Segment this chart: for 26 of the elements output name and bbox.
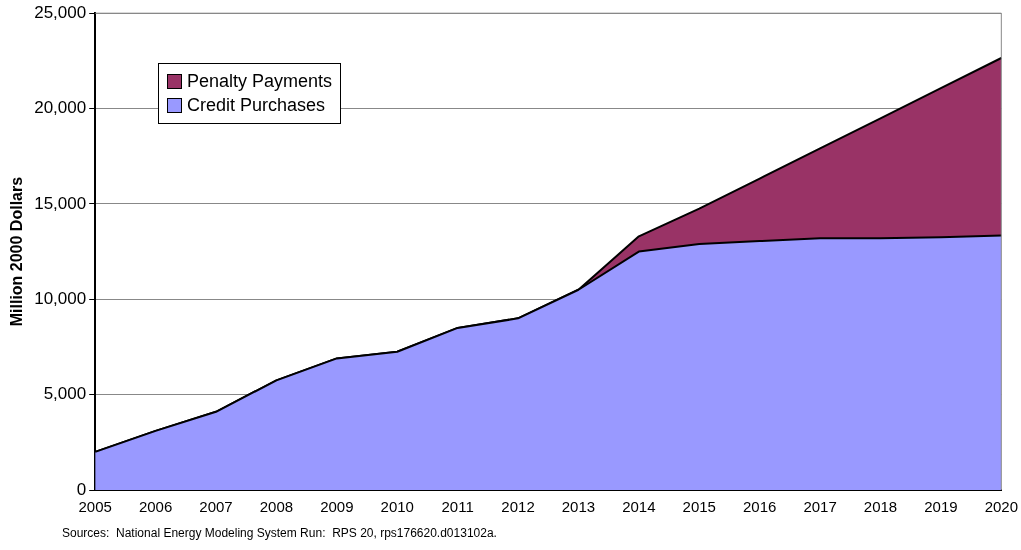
legend-label: Penalty Payments xyxy=(187,71,333,92)
x-tick-label: 2006 xyxy=(138,498,173,516)
x-tick-label: 2013 xyxy=(561,498,596,516)
x-tick-label: 2005 xyxy=(78,498,112,516)
y-tick-label: 5,000 xyxy=(43,384,87,404)
x-tick-label: 2018 xyxy=(863,498,898,516)
x-tick-label: 2014 xyxy=(622,498,656,516)
x-tick-label: 2015 xyxy=(682,498,716,516)
x-tick-label: 2016 xyxy=(743,498,777,516)
x-tick-label: 2017 xyxy=(803,498,837,516)
y-tick-label: 20,000 xyxy=(34,98,87,118)
x-tick-label: 2010 xyxy=(380,498,414,516)
y-axis-title: Million 2000 Dollars xyxy=(8,176,26,327)
x-tick-label: 2009 xyxy=(320,498,354,516)
y-tick-label: 10,000 xyxy=(34,288,87,308)
y-tick-label: 0 xyxy=(76,479,87,499)
x-tick-label: 2020 xyxy=(984,498,1018,516)
y-tick-label: 15,000 xyxy=(34,193,87,213)
x-tick-label: 2007 xyxy=(199,498,233,516)
legend-label: Credit Purchases xyxy=(187,95,326,116)
x-tick-label: 2011 xyxy=(441,498,474,516)
y-tick-label: 25,000 xyxy=(34,2,87,22)
source-note: Sources: National Energy Modeling System Run: RPS 20, rps176620.d013102a. xyxy=(62,526,497,540)
x-tick-label: 2008 xyxy=(259,498,294,516)
x-tick-label: 2012 xyxy=(501,498,535,516)
x-tick-label: 2019 xyxy=(924,498,958,516)
